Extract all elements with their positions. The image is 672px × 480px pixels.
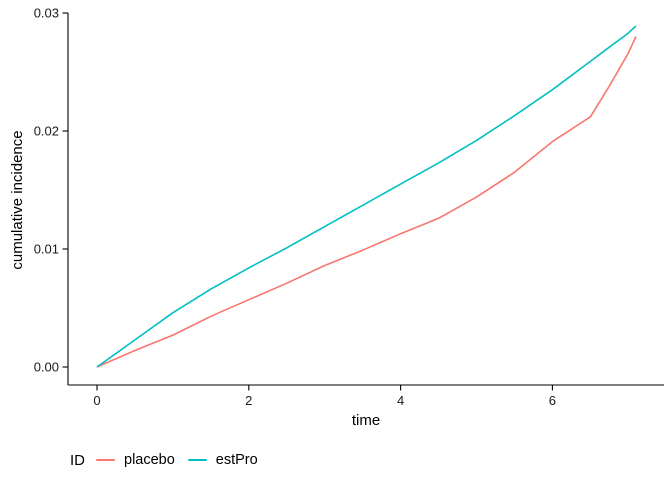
y-axis-title: cumulative incidence	[9, 130, 26, 270]
estPro-key-line	[187, 459, 207, 461]
placebo-line	[96, 36, 637, 368]
legend-label-estPro: estPro	[215, 452, 258, 468]
y-tick-label: 0.02	[34, 124, 59, 139]
y-tick-label: 0.00	[34, 360, 59, 375]
estPro-line	[96, 25, 637, 368]
legend-entry-placebo: placebo	[96, 452, 188, 468]
x-tick-label: 4	[397, 393, 404, 408]
legend-entry-estPro: estPro	[187, 452, 271, 468]
x-axis-title: time	[351, 412, 381, 429]
x-tick-label: 2	[245, 393, 252, 408]
y-tick-label: 0.01	[34, 242, 59, 257]
legend-entries: placebo estPro	[96, 452, 271, 468]
x-tick-label: 6	[549, 393, 556, 408]
placebo-key-line	[96, 459, 115, 461]
legend-label-placebo: placebo	[124, 452, 175, 468]
legend-title: ID	[70, 451, 85, 469]
legend: ID placebo estPro	[70, 451, 271, 469]
x-tick-label: 0	[93, 393, 100, 408]
y-tick-label: 0.03	[34, 6, 59, 21]
